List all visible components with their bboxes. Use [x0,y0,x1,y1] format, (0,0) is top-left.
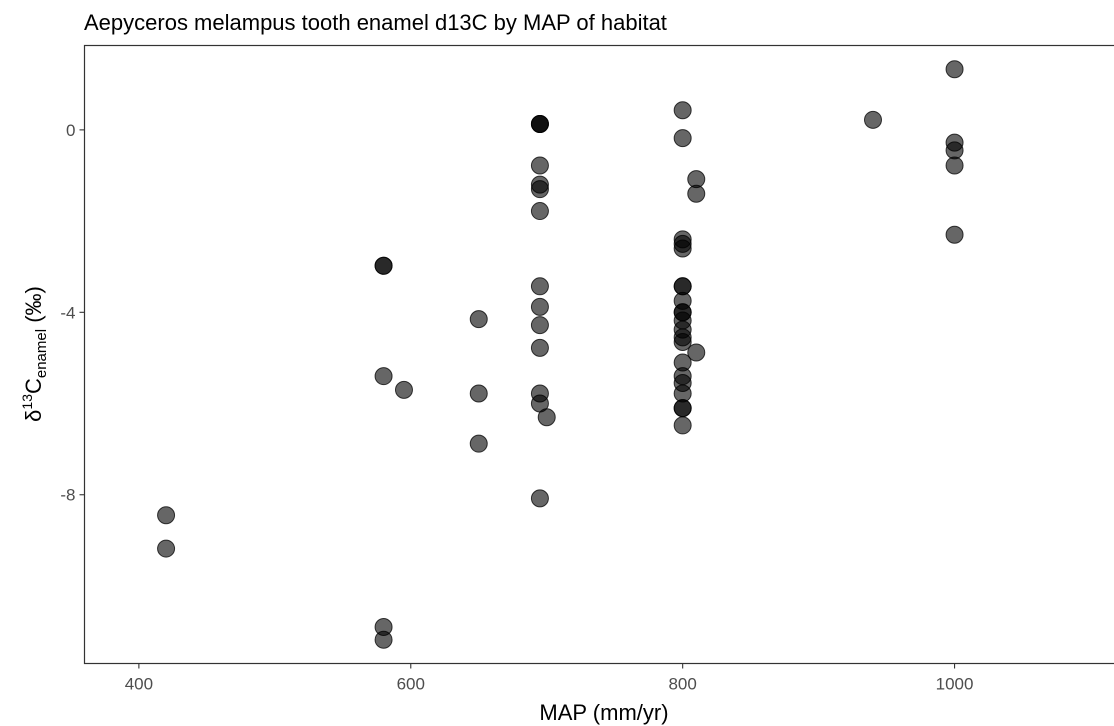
x-tick-label: 600 [397,675,425,694]
data-point [673,332,692,351]
data-point [469,310,488,329]
x-axis-title: MAP (mm/yr) [539,700,668,725]
x-axis-ticks: 400 600 800 1000 [125,663,974,694]
data-point [530,297,549,316]
data-point [945,225,964,244]
data-point [530,180,549,199]
y-axis-title-superscript: 13 [19,394,35,410]
data-point [673,239,692,258]
data-point [530,277,549,296]
y-tick-label: -4 [60,303,75,322]
x-tick-label: 400 [125,675,153,694]
data-point [530,156,549,175]
data-point [530,114,549,133]
data-point [530,489,549,508]
y-axis-title-prefix: δ [21,410,46,422]
data-point [673,129,692,148]
data-point [530,316,549,335]
y-axis-title: δ13Cenamel (‰) [19,286,50,422]
data-point [374,256,393,275]
y-tick-label: -8 [60,486,75,505]
data-point [469,434,488,453]
data-point [469,384,488,403]
data-point [673,101,692,120]
data-point [687,343,706,362]
data-points [157,60,964,649]
y-axis-title-subscript: enamel [33,329,50,378]
chart-title: Aepyceros melampus tooth enamel d13C by … [84,10,667,35]
data-point [864,110,882,129]
data-point [673,416,692,435]
data-point [157,506,176,525]
data-point [374,367,393,386]
data-point [530,338,549,357]
data-point [945,141,964,160]
data-point [394,380,413,399]
y-axis-title-suffix: (‰) [21,286,46,329]
data-point [374,630,393,649]
y-tick-label: 0 [66,121,75,140]
data-point [687,184,706,203]
data-point [945,60,964,79]
data-point [157,539,176,558]
data-point [673,399,692,418]
y-axis-ticks: 0 -4 -8 [60,121,85,505]
x-tick-label: 800 [668,675,696,694]
x-tick-label: 1000 [936,675,974,694]
data-point [945,156,964,175]
data-point [537,408,556,427]
data-point [530,202,549,221]
plot-panel-border [83,44,1114,665]
y-axis-title-main: C [21,378,46,394]
